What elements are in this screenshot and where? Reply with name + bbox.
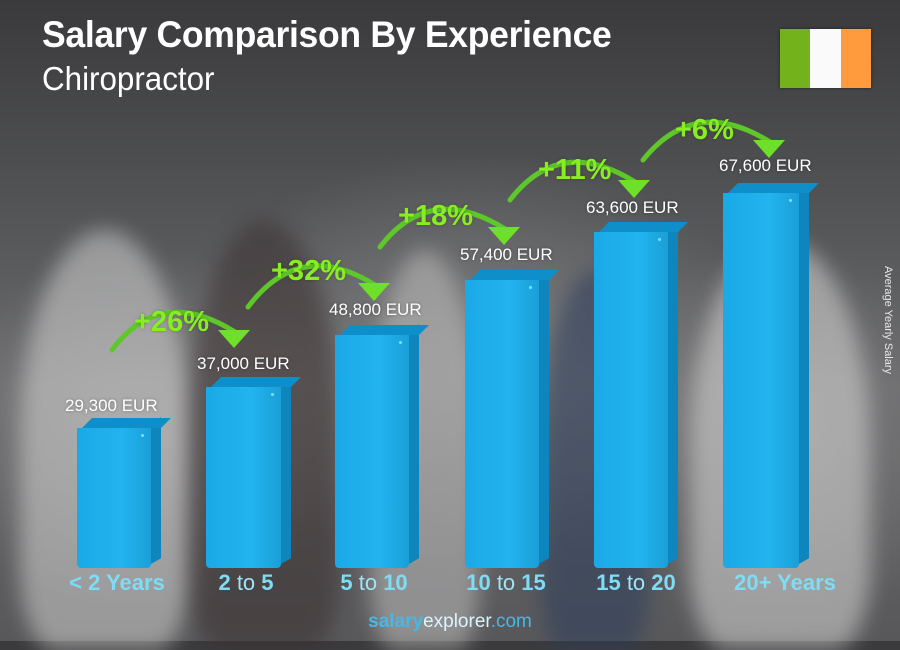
increase-label-0: +26%	[134, 306, 209, 338]
flag-stripe-white	[810, 29, 841, 88]
category-label-4: 15 to 20	[566, 570, 706, 596]
category-until: 5	[261, 570, 274, 595]
bar-top	[470, 270, 559, 280]
brand-tld: .com	[490, 611, 532, 632]
bar-front	[594, 232, 668, 568]
category-from: 10	[466, 570, 491, 595]
category-until: 15	[521, 570, 546, 595]
category-to: to	[358, 570, 378, 595]
category-until: 10	[383, 570, 408, 595]
increase-arrow-icon	[640, 119, 785, 163]
value-label-0: 29,300 EUR	[65, 396, 158, 415]
bar-top	[599, 222, 688, 232]
increase-arrow-icon	[109, 309, 250, 353]
bar-front	[206, 387, 281, 568]
y-axis-label: Average Yearly Salary	[882, 265, 894, 375]
category-label-0: < 2 Years	[47, 570, 187, 596]
bar-0	[77, 417, 171, 568]
chart-subtitle: Chiropractor	[42, 60, 215, 97]
bar-3	[465, 269, 559, 568]
increase-label-3: +11%	[538, 154, 612, 186]
bar-top	[211, 377, 301, 387]
category-label-3: 10 to 15	[436, 570, 576, 596]
category-to: to	[626, 570, 646, 595]
bar-highlight	[399, 341, 402, 344]
source-link[interactable]: salaryexplorer.com	[0, 611, 900, 633]
bar-2	[335, 324, 429, 568]
bar-highlight	[271, 393, 274, 396]
category-text: < 2 Years	[69, 570, 165, 595]
bar-4	[594, 221, 688, 568]
increase-arrow-icon	[507, 159, 650, 203]
bar-front	[465, 280, 539, 568]
flag-stripe-orange	[840, 29, 871, 88]
bar-5	[723, 182, 819, 568]
increase-label-4: +6%	[675, 114, 734, 146]
increase-label-2: +18%	[398, 200, 473, 232]
category-until: 20	[651, 570, 676, 595]
bar-side	[151, 417, 161, 564]
increase-arrow-icon	[377, 206, 520, 250]
bar-highlight	[658, 238, 661, 241]
value-label-1: 37,000 EUR	[197, 354, 290, 373]
bar-top	[728, 183, 819, 193]
category-label-2: 5 to 10	[304, 570, 444, 596]
category-to: to	[496, 570, 516, 595]
category-from: 5	[340, 570, 353, 595]
bar-front	[77, 428, 151, 568]
bar-side	[409, 324, 419, 564]
bar-highlight	[789, 199, 792, 202]
category-from: 2	[218, 570, 231, 595]
category-label-5: 20+ Years	[715, 570, 855, 596]
bar-side	[539, 269, 549, 564]
flag-stripe-green	[780, 29, 811, 88]
bar-top	[340, 325, 429, 335]
bar-side	[668, 221, 678, 564]
value-label-2: 48,800 EUR	[329, 300, 422, 319]
ireland-flag-icon	[780, 29, 871, 88]
category-from: 15	[596, 570, 621, 595]
bar-side	[799, 182, 809, 564]
bar-highlight	[529, 286, 532, 289]
value-label-5: 67,600 EUR	[719, 156, 812, 175]
brand-salary: salary	[368, 611, 424, 632]
bar-front	[335, 335, 409, 568]
category-to: to	[236, 570, 256, 595]
bar-side	[281, 376, 291, 564]
value-label-3: 57,400 EUR	[460, 245, 553, 264]
value-label-4: 63,600 EUR	[586, 198, 679, 217]
bar-highlight	[141, 434, 144, 437]
category-text: 20+ Years	[734, 570, 836, 595]
bar-1	[206, 376, 301, 568]
chart-title: Salary Comparison By Experience	[42, 14, 612, 55]
bar-top	[82, 418, 171, 428]
brand-explorer: explorer	[423, 611, 491, 632]
increase-label-1: +32%	[271, 255, 346, 287]
category-label-1: 2 to 5	[176, 570, 316, 596]
increase-arrow-icon	[245, 263, 390, 310]
bar-front	[723, 193, 799, 568]
